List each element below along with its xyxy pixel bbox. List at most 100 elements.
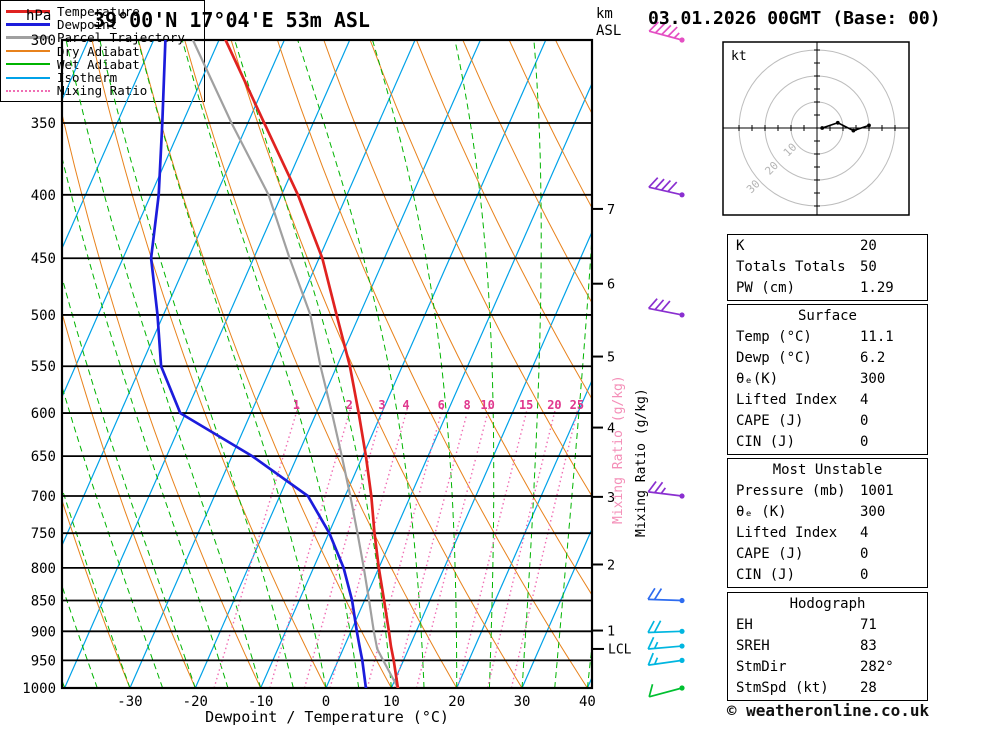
- stat-label: CIN (J): [736, 434, 796, 450]
- hodograph-trace-point: [835, 120, 840, 125]
- legend-swatch-isotherm: [6, 76, 50, 79]
- wind-barb: [648, 21, 685, 43]
- altitude-tick-label: 2: [607, 557, 615, 573]
- stat-label: PW (cm): [736, 280, 796, 296]
- section-title: Surface: [797, 308, 857, 324]
- stat-label: Pressure (mb): [736, 483, 846, 499]
- section-title: Most Unstable: [772, 462, 883, 478]
- stat-label: Lifted Index: [736, 525, 838, 541]
- legend-swatch-dry-adiabat: [6, 50, 50, 53]
- stat-label: K: [736, 238, 745, 254]
- stat-label: CAPE (J): [736, 546, 804, 562]
- stat-label: EH: [736, 617, 753, 633]
- wind-barb: [647, 480, 685, 499]
- mixing-ratio-value-label: 1: [293, 398, 300, 412]
- stat-row: SREH 83: [728, 636, 927, 657]
- mixing-ratio-axis-label: Mixing Ratio (g/kg): [634, 388, 649, 537]
- hodograph-trace-point: [867, 123, 871, 128]
- mixing-ratio-axis-label-pink: Mixing Ratio (g/kg): [611, 375, 626, 524]
- temp-tick-label: -30: [117, 694, 142, 710]
- stat-label: θₑ (K): [736, 504, 787, 520]
- stat-row: Lifted Index 4: [728, 523, 927, 544]
- hodograph-unit-label: kt: [731, 49, 747, 64]
- pressure-tick-label: 300: [31, 33, 56, 49]
- legend: Temperature Dewpoint Parcel Trajectory Dry …: [0, 0, 205, 103]
- stat-value: 0: [860, 567, 869, 583]
- mixing-ratio-value-label: 6: [438, 398, 445, 412]
- pressure-tick-label: 600: [31, 406, 56, 422]
- legend-entry: Wet Adiabat: [6, 58, 204, 71]
- dewpoint-curve: [149, 40, 368, 688]
- mixing-ratio-value-label: 25: [570, 398, 584, 412]
- wind-barb: [647, 636, 685, 650]
- temp-tick-label: 30: [514, 694, 531, 710]
- altitude-tick-label: 4: [607, 421, 615, 437]
- legend-label: Wet Adiabat: [57, 56, 140, 72]
- temp-tick-label: -10: [248, 694, 273, 710]
- legend-swatch-parcel-trajectory: [6, 36, 50, 40]
- legend-label: Dry Adiabat: [57, 43, 140, 59]
- altitude-tick-label: 7: [607, 202, 615, 218]
- temp-axis-label: Dewpoint / Temperature (°C): [205, 708, 449, 726]
- stat-value: 28: [860, 680, 877, 696]
- altitude-axis: 1 2 3 4 5 6 7 LCL: [593, 202, 632, 657]
- stat-row: Dewp (°C) 6.2: [728, 348, 927, 369]
- stat-label: CAPE (J): [736, 413, 804, 429]
- stat-value: 0: [860, 434, 869, 450]
- station-title: 39°00'N 17°04'E 53m ASL: [93, 8, 370, 32]
- stat-value: 0: [860, 546, 869, 562]
- mixing-ratio-value-label: 15: [519, 398, 533, 412]
- stat-value: 11.1: [860, 329, 894, 345]
- pressure-tick-label: 850: [31, 594, 56, 610]
- parcel-trajectory-curve: [191, 40, 400, 688]
- mixing-ratio-lines: [213, 405, 580, 688]
- stat-row: CIN (J) 0: [728, 565, 927, 586]
- stat-row: StmSpd (kt) 28: [728, 678, 927, 699]
- temperature-curve: [224, 40, 400, 688]
- stat-value: 0: [860, 413, 869, 429]
- mixing-ratio-value-label: 10: [480, 398, 494, 412]
- mixing-ratio-value-label: 3: [378, 398, 385, 412]
- stat-value: 1.29: [860, 280, 894, 296]
- stat-row: StmDir 282°: [728, 657, 927, 678]
- altitude-tick-label: 3: [607, 490, 615, 506]
- stat-value: 4: [860, 525, 869, 541]
- wet-adiabat-lines: [62, 40, 592, 688]
- wind-barb: [647, 652, 685, 666]
- copyright: © weatheronline.co.uk: [726, 701, 930, 720]
- wind-barbs: [647, 21, 685, 698]
- stat-value: 300: [860, 371, 886, 387]
- stat-row: CAPE (J) 0: [728, 544, 927, 565]
- stat-label: StmDir: [736, 659, 787, 675]
- stat-label: Temp (°C): [736, 329, 812, 345]
- stats-section-indices: K 20 Totals Totals 50 PW (cm) 1.29: [727, 234, 928, 301]
- stat-value: 50: [860, 259, 877, 275]
- mixing-ratio-value-labels: 1 2 3 4 6 8 10 15 20 25: [293, 398, 584, 412]
- stat-value: 4: [860, 392, 869, 408]
- altitude-axis-unit-asl: ASL: [596, 23, 622, 39]
- mixing-ratio-value-label: 8: [463, 398, 470, 412]
- pressure-tick-label: 350: [31, 116, 56, 132]
- stat-label: CIN (J): [736, 567, 796, 583]
- stat-row: CAPE (J) 0: [728, 411, 927, 432]
- stat-value: 20: [860, 238, 877, 254]
- legend-label: Mixing Ratio: [57, 83, 148, 99]
- mixing-ratio-value-label: 4: [402, 398, 409, 412]
- legend-entry: Mixing Ratio: [6, 84, 204, 97]
- pressure-tick-label: 800: [31, 561, 56, 577]
- pressure-tick-label: 900: [31, 624, 56, 640]
- stat-value: 300: [860, 504, 886, 520]
- legend-entry: Dewpoint: [6, 18, 204, 31]
- stat-value: 83: [860, 638, 877, 654]
- legend-label: Temperature: [57, 4, 140, 20]
- pressure-tick-label: 1000: [22, 681, 56, 697]
- pressure-tick-label: 750: [31, 526, 56, 542]
- plot-frame: [60, 38, 594, 690]
- wind-barb: [648, 684, 685, 698]
- stat-label: Totals Totals: [736, 259, 846, 275]
- wind-barb: [647, 298, 685, 318]
- hodograph-frame: [722, 41, 910, 216]
- temp-tick-label: -20: [183, 694, 208, 710]
